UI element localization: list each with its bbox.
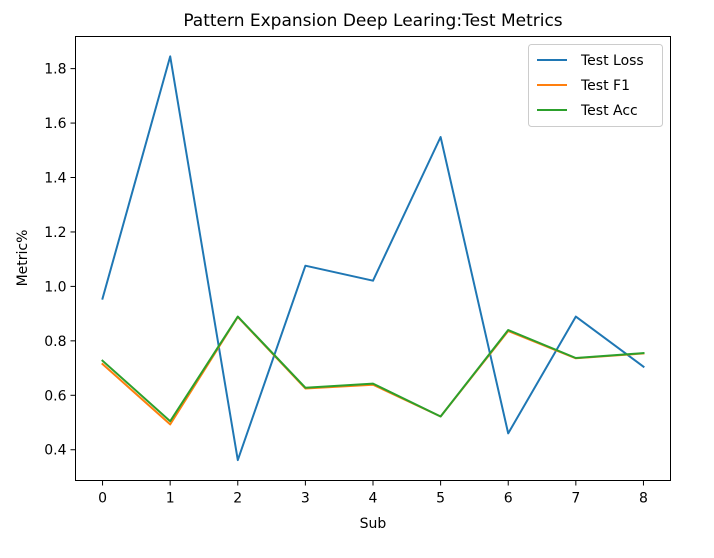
x-tick-label: 4 (369, 491, 378, 507)
y-tick-label: 0.4 (44, 443, 66, 459)
legend-box (528, 44, 663, 127)
y-axis-label: Metric% (15, 230, 31, 287)
series-layer (101, 55, 645, 462)
y-tick-label: 0.8 (44, 334, 66, 350)
y-tick-label: 0.6 (44, 388, 66, 404)
x-axis-label: Sub (360, 516, 387, 532)
y-tick-label: 1.6 (44, 116, 66, 132)
x-tick-label: 2 (233, 491, 242, 507)
y-tick-label: 1.0 (44, 279, 66, 295)
x-tick-label: 7 (571, 491, 580, 507)
legend-label: Test F1 (580, 78, 630, 94)
legend: Test Loss Test F1 Test Acc (528, 44, 663, 127)
x-tick-label: 6 (504, 491, 513, 507)
series-line-test-loss (101, 55, 645, 462)
x-axis: 0 1 2 3 4 5 6 7 8 (98, 480, 648, 507)
legend-label: Test Loss (580, 53, 644, 69)
x-tick-label: 5 (436, 491, 445, 507)
legend-label: Test Acc (580, 103, 638, 119)
x-tick-label: 1 (166, 491, 175, 507)
chart-title: Pattern Expansion Deep Learing:Test Metr… (183, 11, 562, 31)
y-tick-label: 1.4 (44, 171, 66, 187)
y-axis: 0.4 0.6 0.8 1.0 1.2 1.4 1.6 1.8 (44, 62, 76, 459)
y-tick-label: 1.2 (44, 225, 66, 241)
x-tick-label: 3 (301, 491, 310, 507)
x-tick-label: 0 (98, 491, 107, 507)
y-tick-label: 1.8 (44, 62, 66, 78)
series-line-test-acc (101, 315, 645, 423)
series-line-test-f1 (101, 315, 645, 426)
x-tick-label: 8 (639, 491, 648, 507)
